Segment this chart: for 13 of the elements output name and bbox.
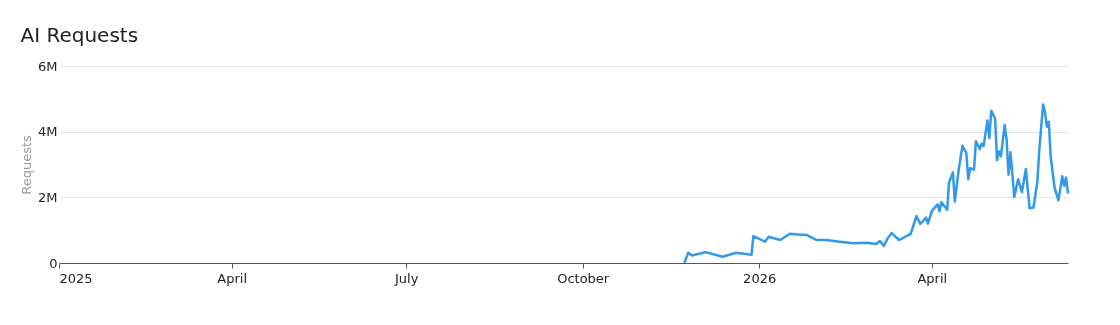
- x-tick-label: 2026: [743, 270, 777, 286]
- y-tick-label: 4M: [38, 124, 58, 140]
- x-tick-label: October: [557, 270, 610, 286]
- y-tick-label: 0: [49, 255, 58, 271]
- y-tick-label: 2M: [38, 189, 58, 205]
- x-tick-label: April: [217, 270, 247, 286]
- x-tick-label: April: [917, 270, 948, 286]
- chart-title: AI Requests: [20, 23, 139, 47]
- y-axis-title: Requests: [19, 134, 35, 195]
- x-tick-label: 2025: [59, 270, 93, 286]
- line-series: [683, 103, 1070, 265]
- y-tick-label: 6M: [38, 58, 58, 74]
- x-tick-label: July: [394, 270, 419, 286]
